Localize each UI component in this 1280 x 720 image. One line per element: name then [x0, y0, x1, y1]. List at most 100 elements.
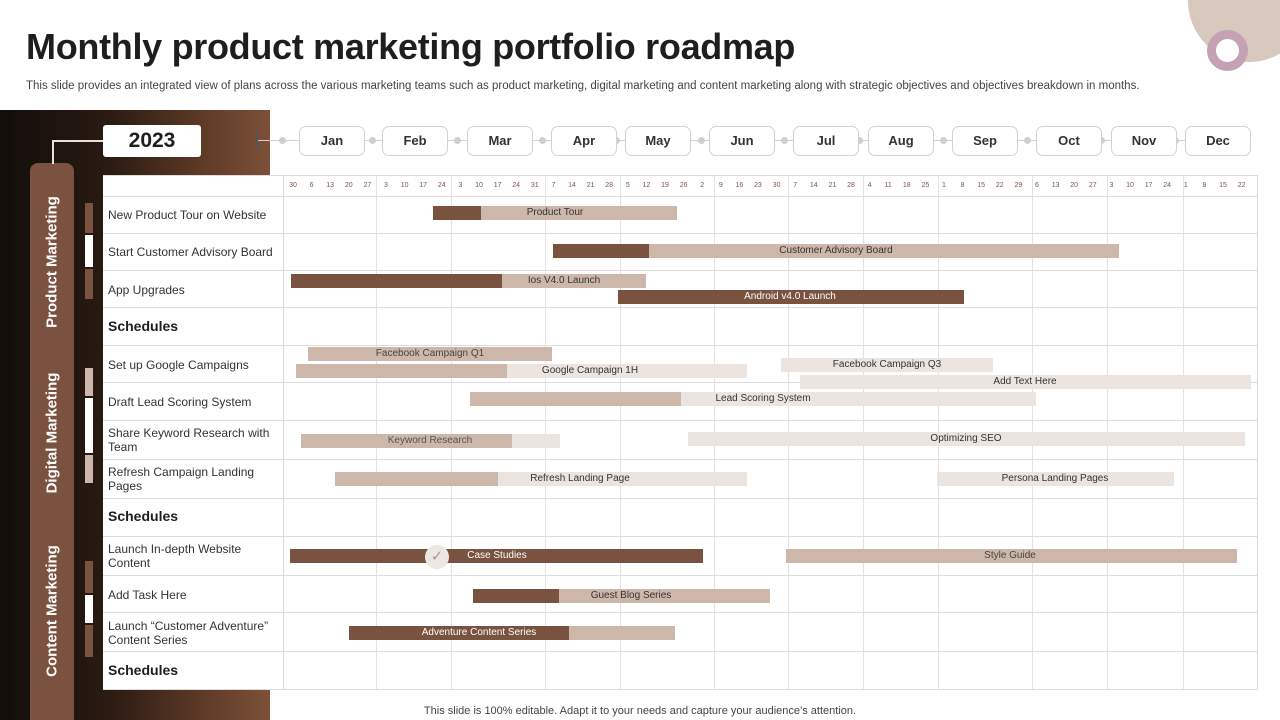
day-label: 28 — [847, 182, 855, 189]
month-pill-sep: Sep — [952, 126, 1018, 156]
day-label: 6 — [1035, 182, 1039, 189]
task-label: New Product Tour on Website — [108, 208, 267, 222]
day-label: 23 — [754, 182, 762, 189]
task-label: Refresh Campaign Landing Pages — [108, 465, 255, 493]
gantt-bar-progress — [291, 274, 502, 288]
side-tab — [85, 398, 93, 453]
task-label: Start Customer Advisory Board — [108, 245, 273, 259]
day-label: 17 — [1144, 182, 1153, 189]
day-label: 13 — [1051, 182, 1060, 189]
task-label: Add Task Here — [108, 588, 187, 602]
row-gridline — [103, 270, 1258, 271]
day-label: 7 — [551, 182, 556, 189]
month-pill-jun: Jun — [709, 126, 775, 156]
category-band — [30, 163, 74, 720]
row-gridline — [103, 196, 1258, 197]
month-pill-apr: Apr — [551, 126, 617, 156]
day-label: 5 — [625, 182, 630, 189]
month-pill-jan: Jan — [299, 126, 365, 156]
side-tab — [85, 561, 93, 593]
category-product-marketing: Product Marketing — [43, 196, 61, 328]
day-label: 30 — [772, 182, 781, 189]
bar-label: Product Tour — [526, 207, 584, 218]
timeline-dot — [698, 137, 705, 144]
timeline-dot — [279, 137, 286, 144]
gantt-bar — [800, 375, 1251, 389]
decorative-ring — [1207, 30, 1248, 71]
day-label: 3 — [384, 182, 388, 189]
bar-label: Facebook Campaign Q3 — [832, 359, 942, 370]
day-label: 31 — [530, 182, 539, 189]
day-label: 19 — [661, 182, 669, 189]
footer-note: This slide is 100% editable. Adapt it to… — [0, 705, 1280, 717]
day-label: 10 — [1126, 182, 1134, 189]
task-label: Set up Google Campaigns — [108, 358, 249, 372]
row-gridline — [103, 536, 1258, 537]
category-digital-marketing: Digital Marketing — [43, 372, 61, 494]
day-label: 20 — [344, 182, 353, 189]
side-tab — [85, 595, 93, 623]
day-label: 14 — [568, 182, 576, 189]
day-label: 21 — [828, 182, 837, 189]
month-pill-may: May — [625, 126, 691, 156]
month-pill-nov: Nov — [1111, 126, 1177, 156]
month-gridline — [620, 175, 621, 690]
day-label: 21 — [586, 182, 595, 189]
timeline-dot — [454, 137, 461, 144]
row-gridline — [103, 689, 1258, 690]
day-label: 8 — [960, 182, 965, 189]
timeline-dot — [781, 137, 788, 144]
timeline-dot — [539, 137, 546, 144]
month-gridline — [451, 175, 452, 690]
bar-label: Keyword Research — [387, 435, 473, 446]
day-label: 24 — [437, 182, 446, 189]
schedules-heading: Schedules — [108, 508, 179, 524]
side-tab — [85, 235, 93, 267]
day-label: 9 — [718, 182, 723, 189]
bar-label: Google Campaign 1H — [541, 365, 639, 376]
day-label: 17 — [419, 182, 428, 189]
month-pill-mar: Mar — [467, 126, 533, 156]
row-gridline — [103, 498, 1258, 499]
month-pill-jul: Jul — [793, 126, 859, 156]
gantt-bar — [781, 358, 993, 372]
month-pill-feb: Feb — [382, 126, 448, 156]
day-label: 24 — [512, 182, 521, 189]
bar-label: Persona Landing Pages — [1001, 473, 1109, 484]
bar-label: Case Studies — [467, 550, 527, 561]
bar-label: Optimizing SEO — [930, 433, 1002, 444]
bar-label: Adventure Content Series — [421, 627, 537, 638]
task-label: Draft Lead Scoring System — [108, 395, 252, 409]
day-label: 11 — [884, 182, 892, 189]
page-title: Monthly product marketing portfolio road… — [26, 26, 796, 67]
bar-label: Refresh Landing Page — [530, 473, 630, 484]
day-label: 10 — [475, 182, 483, 189]
month-gridline — [545, 175, 546, 690]
bar-label: Android v4.0 Launch — [744, 291, 836, 302]
gantt-bar — [937, 472, 1174, 486]
day-label: 25 — [921, 182, 930, 189]
bar-label: Lead Scoring System — [715, 393, 811, 404]
row-gridline — [103, 233, 1258, 234]
task-label: Launch “Customer Adventure” Content Seri… — [108, 619, 269, 647]
day-label: 6 — [309, 182, 314, 189]
bar-label: Ios V4.0 Launch — [527, 275, 601, 286]
day-label: 15 — [977, 182, 986, 189]
side-tab — [85, 203, 93, 233]
side-tab — [85, 455, 93, 483]
gantt-bar — [688, 432, 1245, 446]
gantt-bar-progress — [335, 472, 498, 486]
task-column-divider — [283, 175, 284, 690]
bar-label: Style Guide — [984, 550, 1036, 561]
row-gridline — [103, 420, 1258, 421]
day-label: 18 — [902, 182, 911, 189]
year-label: 2023 — [103, 125, 201, 157]
day-label: 26 — [679, 182, 688, 189]
task-label: App Upgrades — [108, 283, 185, 297]
day-label: 27 — [1088, 182, 1097, 189]
footer-text: This slide is 100% editable. Adapt it to… — [423, 705, 857, 717]
day-label: 20 — [1070, 182, 1079, 189]
timeline-start-cap — [256, 131, 258, 149]
day-label: 7 — [793, 182, 798, 189]
day-label: 3 — [458, 182, 463, 189]
